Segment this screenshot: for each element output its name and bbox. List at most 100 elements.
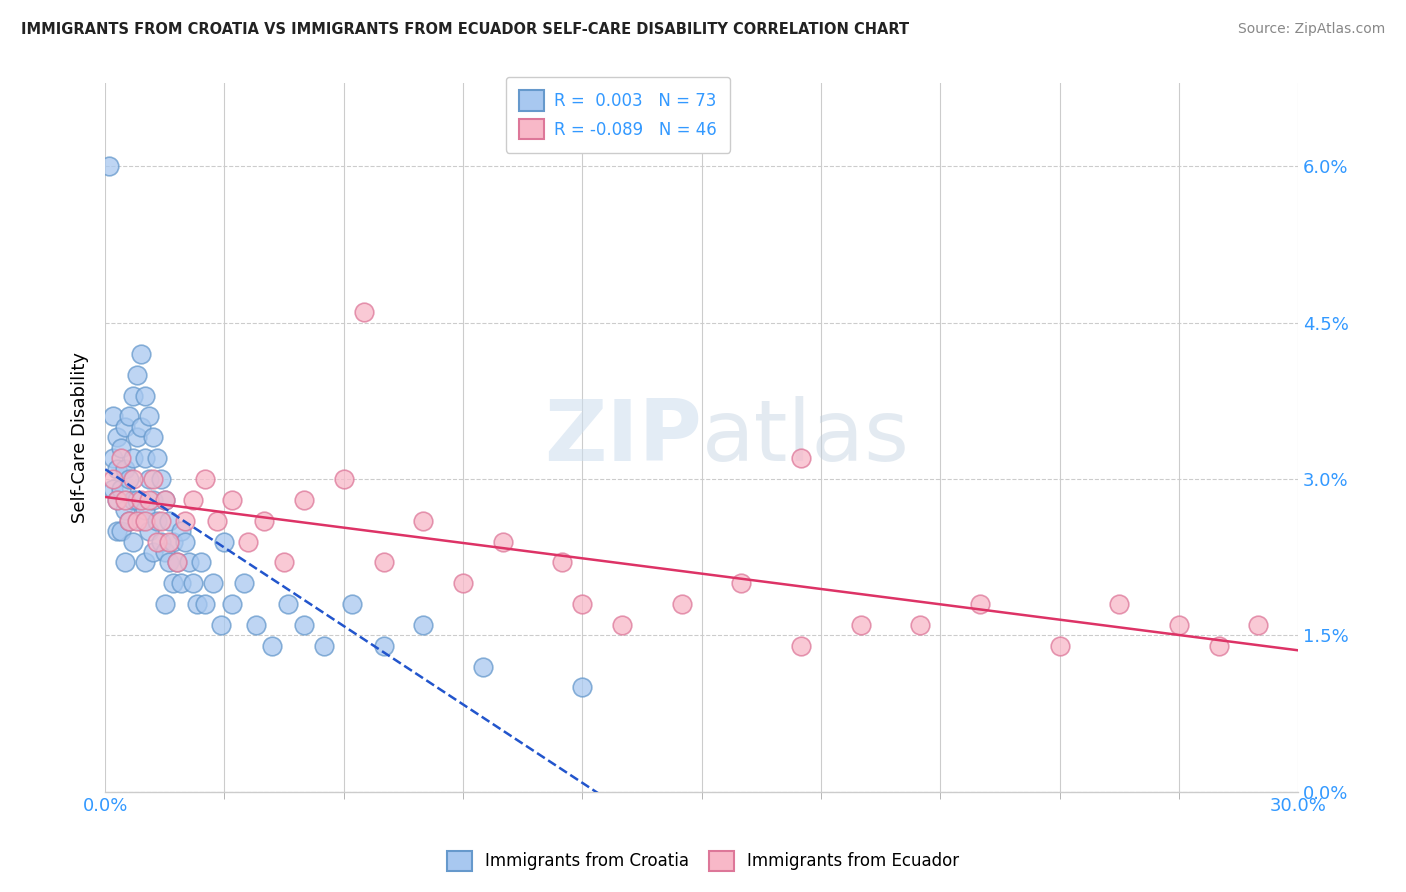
Point [157,534,180,549]
Point [149,534,172,549]
Point [153,545,176,559]
Point [201,576,224,591]
Point [149,514,172,528]
Point [114,461,136,475]
Y-axis label: Self-Care Disability: Self-Care Disability [72,351,89,523]
Point [114,420,136,434]
Point [138,409,160,424]
Point [153,492,176,507]
Point [101,409,124,424]
Point [134,514,156,528]
Point [166,555,188,569]
Point [110,451,132,466]
Point [238,534,260,549]
Point [312,639,335,653]
Point [671,597,693,611]
Text: atlas: atlas [702,396,910,479]
Point [157,514,180,528]
Point [412,618,434,632]
Point [118,514,141,528]
Point [153,597,176,611]
Point [292,492,315,507]
Point [125,368,148,382]
Point [122,388,145,402]
Point [969,597,991,611]
Point [110,441,132,455]
Point [146,451,169,466]
Point [1208,639,1230,653]
Point [110,524,132,538]
Point [292,618,315,632]
Point [205,514,228,528]
Point [162,534,184,549]
Point [98,159,121,173]
Point [412,514,434,528]
Point [105,524,128,538]
Point [153,492,176,507]
Point [122,472,145,486]
Point [142,545,165,559]
Point [221,597,243,611]
Point [129,514,152,528]
Point [571,681,593,695]
Point [166,555,188,569]
Point [142,472,165,486]
Point [610,618,633,632]
Point [253,514,276,528]
Point [790,639,813,653]
Point [353,305,375,319]
Point [177,555,200,569]
Point [194,597,217,611]
Point [340,597,363,611]
Point [190,555,212,569]
Point [849,618,872,632]
Point [134,451,156,466]
Point [181,492,204,507]
Point [142,492,165,507]
Point [129,420,152,434]
Point [125,430,148,444]
Point [129,492,152,507]
Point [114,555,136,569]
Point [114,503,136,517]
Point [181,576,204,591]
Legend: Immigrants from Croatia, Immigrants from Ecuador: Immigrants from Croatia, Immigrants from… [439,842,967,880]
Text: Source: ZipAtlas.com: Source: ZipAtlas.com [1237,22,1385,37]
Point [134,503,156,517]
Point [118,514,141,528]
Point [122,492,145,507]
Point [149,472,172,486]
Point [101,451,124,466]
Point [1049,639,1071,653]
Point [373,639,395,653]
Point [173,534,195,549]
Point [214,534,236,549]
Point [125,514,148,528]
Point [105,492,128,507]
Point [209,618,232,632]
Point [146,514,169,528]
Point [105,492,128,507]
Point [730,576,752,591]
Point [142,430,165,444]
Point [134,555,156,569]
Point [910,618,932,632]
Point [129,347,152,361]
Point [194,472,217,486]
Point [101,483,124,497]
Point [118,409,141,424]
Point [162,576,184,591]
Point [373,555,395,569]
Point [571,597,593,611]
Point [262,639,284,653]
Point [105,430,128,444]
Point [105,461,128,475]
Point [146,534,169,549]
Text: IMMIGRANTS FROM CROATIA VS IMMIGRANTS FROM ECUADOR SELF-CARE DISABILITY CORRELAT: IMMIGRANTS FROM CROATIA VS IMMIGRANTS FR… [21,22,910,37]
Point [277,597,299,611]
Point [138,524,160,538]
Point [273,555,295,569]
Point [122,451,145,466]
Point [125,492,148,507]
Text: ZIP: ZIP [544,396,702,479]
